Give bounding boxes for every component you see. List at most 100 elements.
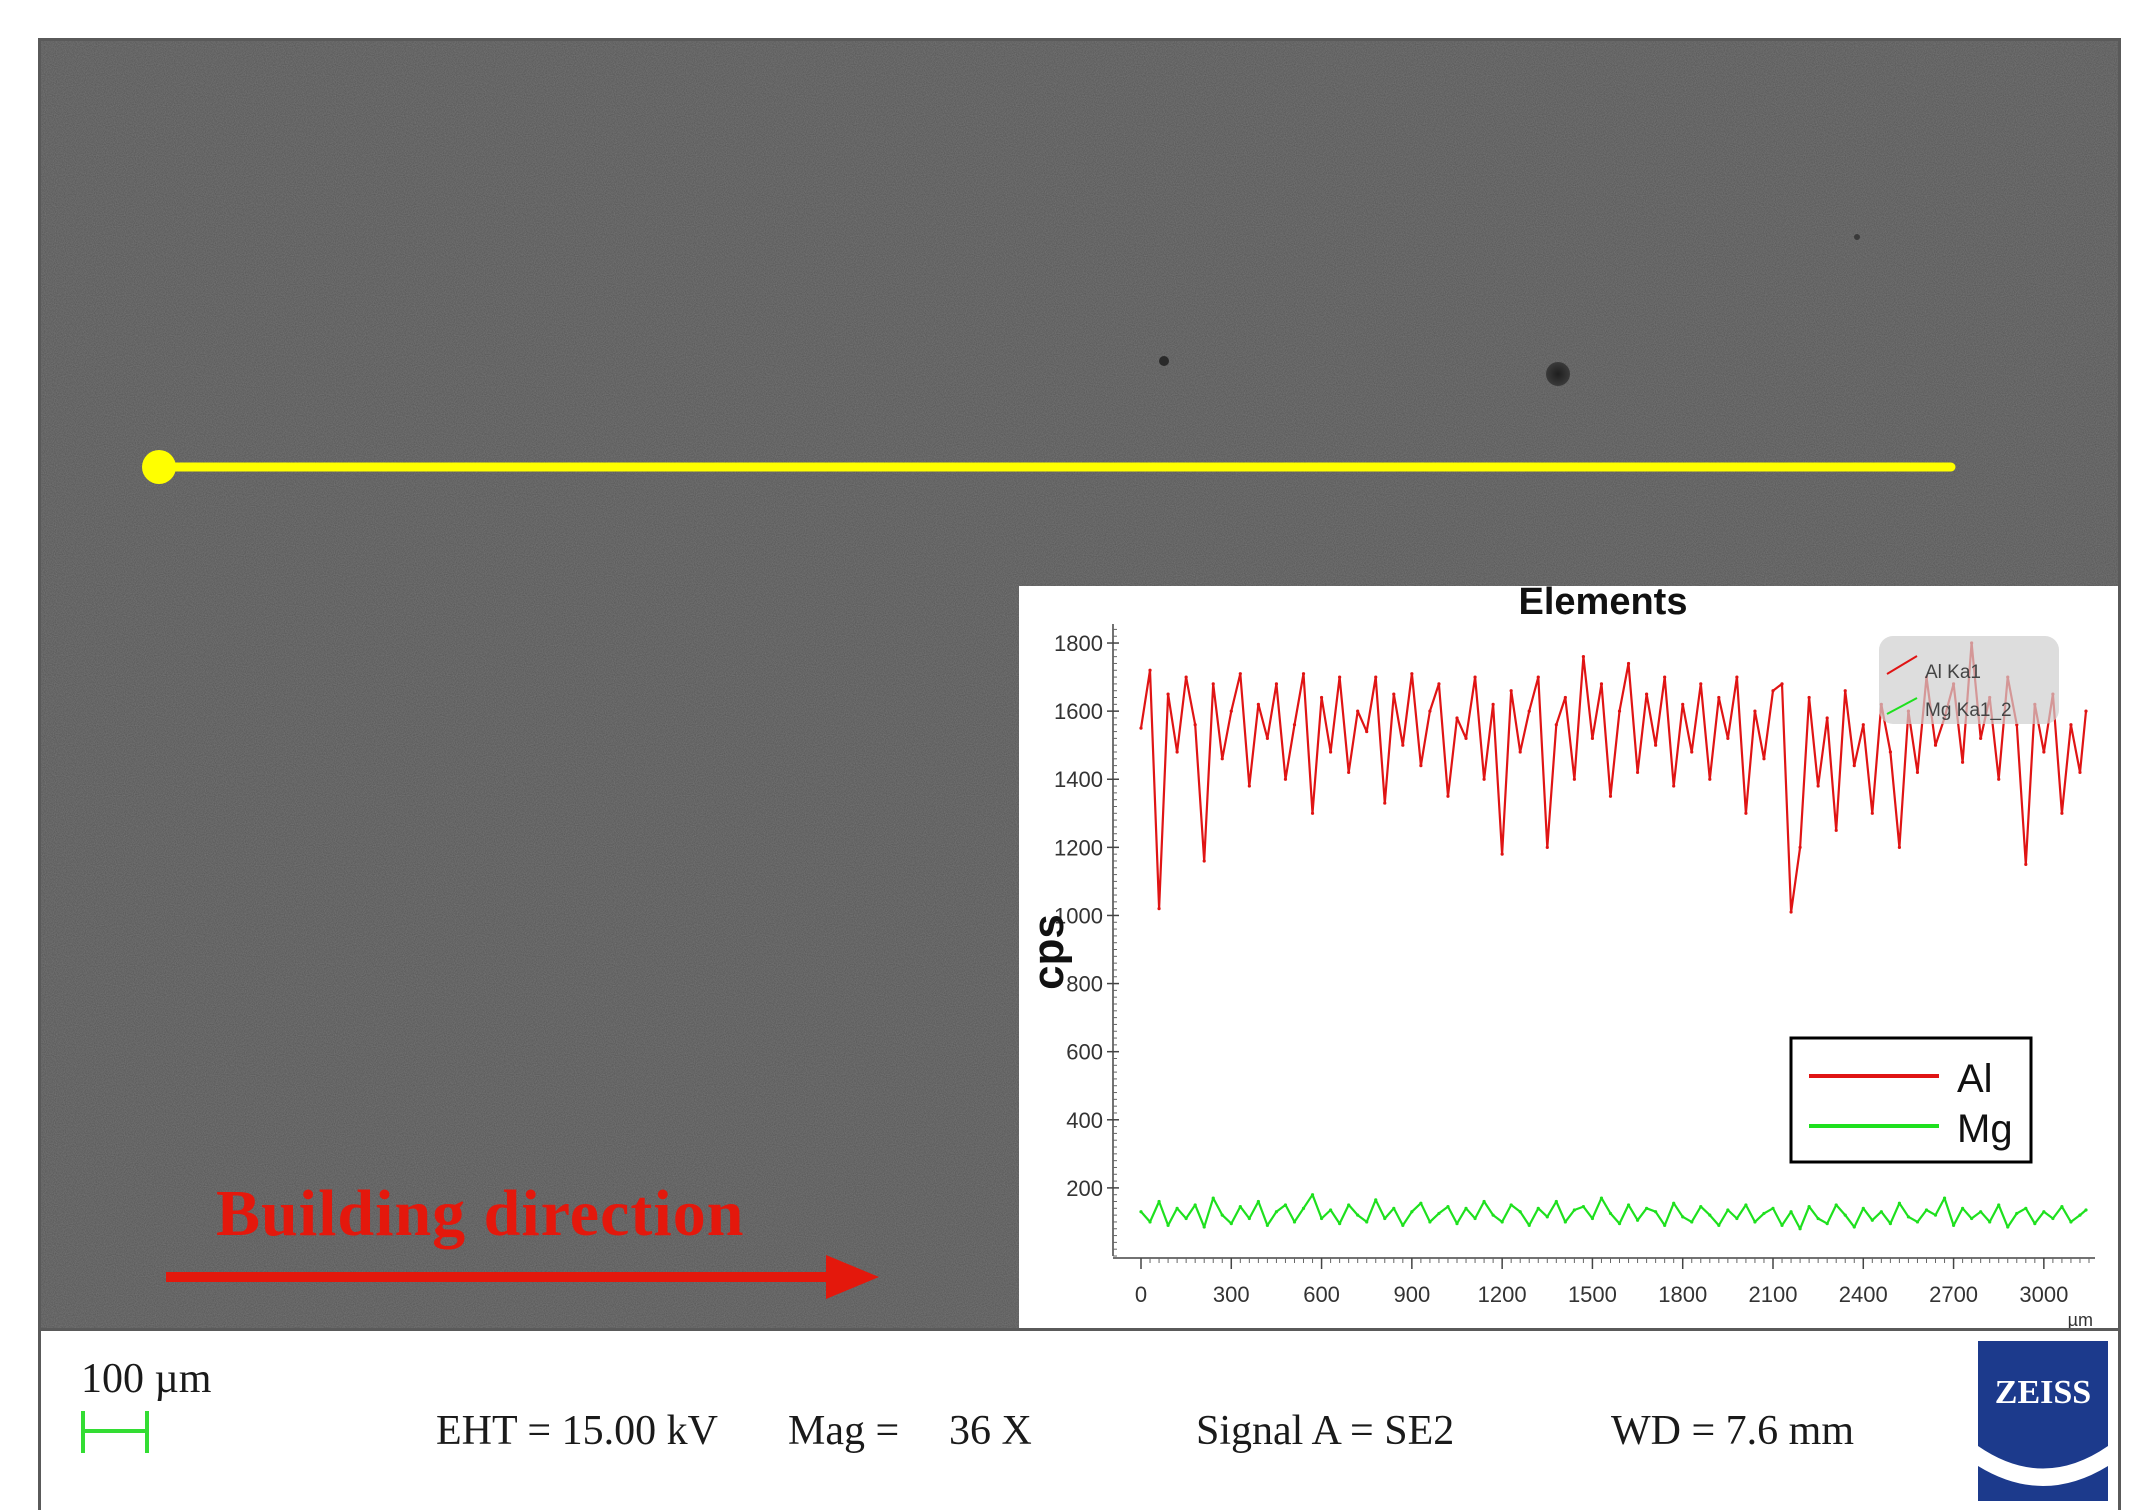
data-point-mg (1338, 1222, 1342, 1226)
legend-label-mg: Mg (1957, 1107, 2013, 1151)
data-point-al (1726, 736, 1730, 740)
data-point-al (1319, 695, 1324, 700)
data-point-mg (1220, 1213, 1224, 1217)
data-point-al (1771, 689, 1775, 693)
data-point-al (1617, 709, 1622, 713)
data-point-al (1274, 682, 1279, 686)
data-point-mg (1274, 1210, 1279, 1214)
signal-value: Signal A = SE2 (1196, 1408, 1455, 1454)
data-point-mg (1834, 1203, 1838, 1207)
data-point-al (1374, 675, 1378, 679)
data-point-al (1509, 689, 1513, 693)
data-point-al (1310, 811, 1315, 815)
surface-pore (1854, 234, 1860, 240)
data-point-al (1843, 689, 1847, 693)
legend-label-al: Al (1957, 1057, 1993, 1101)
data-point-mg (1852, 1225, 1856, 1229)
data-point-mg (1193, 1203, 1197, 1207)
data-point-mg (1455, 1222, 1459, 1226)
data-point-mg (2060, 1205, 2064, 1209)
data-point-mg (1184, 1216, 1188, 1221)
y-tick-label: 1200 (1054, 835, 1103, 860)
small-legend-swatch-al (1886, 655, 1918, 675)
data-point-al (1157, 907, 1161, 911)
data-point-mg (1672, 1201, 1676, 1205)
data-point-al (1283, 777, 1288, 781)
data-point-al (1265, 736, 1269, 740)
data-point-mg (1419, 1201, 1423, 1205)
data-point-al (1139, 726, 1143, 730)
data-point-mg (1545, 1215, 1549, 1219)
mag-value: 36 X (949, 1408, 1032, 1454)
data-point-mg (1509, 1203, 1513, 1207)
x-axis-unit: µm (2068, 1310, 2093, 1328)
data-point-al (1347, 770, 1351, 775)
data-point-mg (1301, 1206, 1306, 1210)
data-point-mg (1717, 1223, 1721, 1227)
data-point-al (1292, 723, 1297, 727)
x-tick-label: 600 (1303, 1282, 1340, 1307)
scale-bar-icon (81, 1411, 149, 1453)
y-tick-label: 600 (1066, 1040, 1103, 1065)
data-point-mg (1365, 1220, 1369, 1224)
data-point-mg (1635, 1218, 1640, 1222)
mag-label: Mag = (788, 1408, 900, 1454)
data-point-mg (1347, 1203, 1351, 1207)
zeiss-logo-text: ZEISS (1995, 1374, 2091, 1411)
y-tick-label: 800 (1066, 972, 1103, 997)
data-point-al (2024, 862, 2028, 866)
data-point-mg (2006, 1225, 2010, 1229)
data-point-al (1446, 794, 1450, 798)
data-point-al (1590, 736, 1595, 740)
data-point-mg (1843, 1213, 1847, 1217)
data-point-al (1338, 675, 1342, 679)
data-point-al (2042, 750, 2046, 754)
small-legend-box (1879, 636, 2059, 724)
data-point-mg (1229, 1222, 1233, 1226)
data-point-al (1401, 743, 1405, 747)
data-point-al (2078, 770, 2082, 775)
data-point-al (1229, 709, 1233, 713)
data-point-mg (1356, 1213, 1360, 1217)
data-point-al (1626, 661, 1631, 666)
data-point-mg (1708, 1213, 1712, 1217)
data-point-mg (1753, 1220, 1757, 1224)
data-point-mg (1329, 1208, 1333, 1212)
data-point-mg (1798, 1227, 1802, 1231)
data-point-al (1672, 784, 1676, 788)
data-point-mg (1663, 1223, 1667, 1227)
y-tick-label: 1400 (1054, 767, 1103, 792)
data-point-al (1193, 723, 1197, 727)
sem-micrograph-frame: Building direction Elements 200 400 600 800 1… (38, 38, 2121, 1510)
zeiss-logo: ZEISS (1978, 1341, 2108, 1501)
data-point-al (1329, 750, 1333, 754)
data-point-al (1599, 682, 1604, 686)
data-point-mg (1924, 1208, 1929, 1212)
data-point-mg (1626, 1203, 1631, 1207)
data-point-al (1473, 675, 1477, 679)
data-point-al (1383, 801, 1387, 805)
data-point-mg (1961, 1206, 1965, 1210)
data-point-al (1681, 702, 1685, 706)
eds-linescan-chart: Elements 200 400 600 800 1000 1200 1400 1600 1800… (1019, 586, 2118, 1328)
data-point-mg (2078, 1213, 2082, 1217)
data-point-al (1202, 859, 1206, 863)
chart-canvas: Elements 200 400 600 800 1000 1200 1400 1600 1800… (1024, 586, 2095, 1328)
data-point-mg (1166, 1223, 1170, 1227)
data-point-al (1816, 784, 1820, 788)
data-point-al (1455, 716, 1459, 720)
data-point-mg (1933, 1213, 1938, 1217)
data-point-al (1166, 692, 1170, 696)
data-point-al (1645, 692, 1649, 696)
small-legend-label-al: Al Ka1 (1925, 662, 1981, 683)
data-point-al (1301, 672, 1306, 676)
data-point-al (1798, 845, 1802, 849)
chart-title: Elements (1519, 586, 1688, 623)
data-point-al (1834, 828, 1838, 832)
data-point-al (1175, 750, 1179, 754)
data-point-al (1861, 723, 1865, 727)
data-point-al (1581, 655, 1585, 659)
data-point-al (1888, 750, 1892, 754)
data-point-al (1482, 777, 1486, 781)
data-point-al (1419, 764, 1423, 768)
